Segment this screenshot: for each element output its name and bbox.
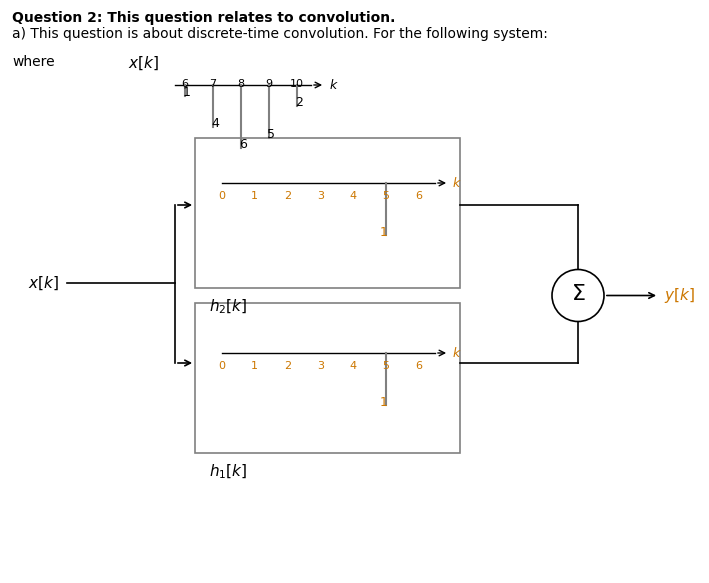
Text: 6: 6: [415, 191, 422, 201]
Text: 1: 1: [251, 191, 258, 201]
Text: 3: 3: [317, 191, 324, 201]
Text: $y[k]$: $y[k]$: [664, 286, 695, 305]
Text: 5: 5: [382, 361, 389, 371]
Bar: [195, 303, 460, 453]
Text: 5: 5: [267, 128, 275, 141]
Text: where: where: [12, 55, 55, 69]
Text: 6: 6: [182, 79, 189, 89]
Text: 4: 4: [211, 117, 219, 130]
Bar: [195, 138, 460, 288]
Text: 2: 2: [295, 96, 303, 109]
Text: 3: 3: [317, 361, 324, 371]
Text: 9: 9: [265, 79, 272, 89]
Text: 1: 1: [251, 361, 258, 371]
Text: $x[k]$: $x[k]$: [28, 274, 59, 292]
Circle shape: [552, 269, 604, 321]
Text: 10: 10: [290, 79, 304, 89]
Text: 4: 4: [350, 361, 357, 371]
Text: a) This question is about discrete-time convolution. For the following system:: a) This question is about discrete-time …: [12, 27, 548, 41]
Text: 4: 4: [350, 191, 357, 201]
Text: 1: 1: [183, 86, 191, 99]
Text: 2: 2: [284, 361, 291, 371]
Text: 0: 0: [218, 191, 225, 201]
Text: 2: 2: [284, 191, 291, 201]
Text: $k$: $k$: [452, 176, 462, 190]
Text: 6: 6: [239, 138, 247, 151]
Text: 1: 1: [380, 396, 388, 409]
Text: 6: 6: [415, 361, 422, 371]
Text: $k$: $k$: [329, 78, 339, 92]
Text: Question 2: This question relates to convolution.: Question 2: This question relates to con…: [12, 11, 396, 25]
Text: 8: 8: [238, 79, 245, 89]
Text: 5: 5: [382, 191, 389, 201]
Text: $x[k]$: $x[k]$: [128, 55, 159, 72]
Text: $k$: $k$: [452, 346, 462, 360]
Text: 1: 1: [380, 226, 388, 239]
Text: $\Sigma$: $\Sigma$: [571, 285, 586, 304]
Text: $h_1[k]$: $h_1[k]$: [209, 463, 247, 482]
Text: 0: 0: [218, 361, 225, 371]
Text: 7: 7: [209, 79, 216, 89]
Text: $h_2[k]$: $h_2[k]$: [209, 298, 247, 317]
